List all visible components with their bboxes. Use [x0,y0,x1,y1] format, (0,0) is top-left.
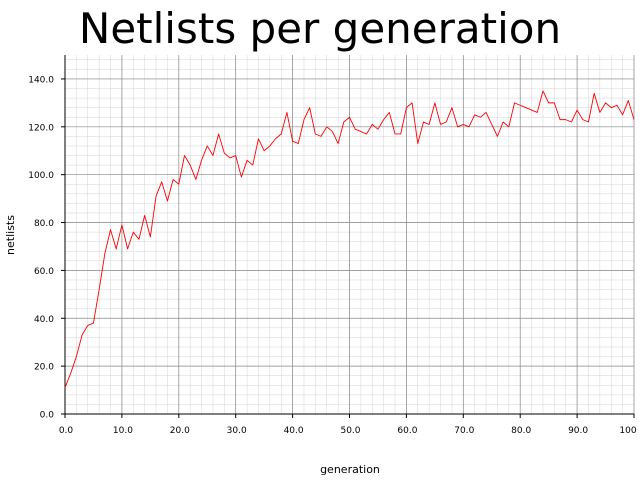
y-tick-label: 0.0 [40,411,55,421]
x-tick-label: 60.0 [397,426,417,436]
y-tick-label: 60.0 [34,267,54,277]
y-tick-label: 40.0 [34,315,54,325]
y-tick-label: 80.0 [34,219,54,229]
x-tick-label: 40.0 [284,426,304,436]
x-tick-label: 20.0 [170,426,190,436]
y-tick-label: 20.0 [34,363,54,373]
x-tick-label: 50.0 [340,426,360,436]
y-axis-ticks: 0.0 20.0 40.0 60.0 80.0 100.0 120.0 140.0 [28,75,65,420]
y-tick-label: 140.0 [28,75,54,85]
x-tick-label: 80.0 [511,426,531,436]
x-axis-label: generation [320,463,380,476]
x-tick-label: 100 [619,426,636,436]
y-axis-label: netlists [4,215,17,255]
y-tick-label: 120.0 [28,123,54,133]
x-tick-label: 70.0 [454,426,474,436]
x-tick-label: 0.0 [59,426,74,436]
x-tick-label: 90.0 [568,426,588,436]
y-tick-label: 100.0 [28,171,54,181]
x-tick-label: 30.0 [227,426,247,436]
x-axis-ticks: 0.0 10.0 20.0 30.0 40.0 50.0 60.0 70.0 80.0 90.0 1… [59,414,637,436]
chart-title: Netlists per generation [79,4,561,53]
x-tick-label: 10.0 [113,426,133,436]
